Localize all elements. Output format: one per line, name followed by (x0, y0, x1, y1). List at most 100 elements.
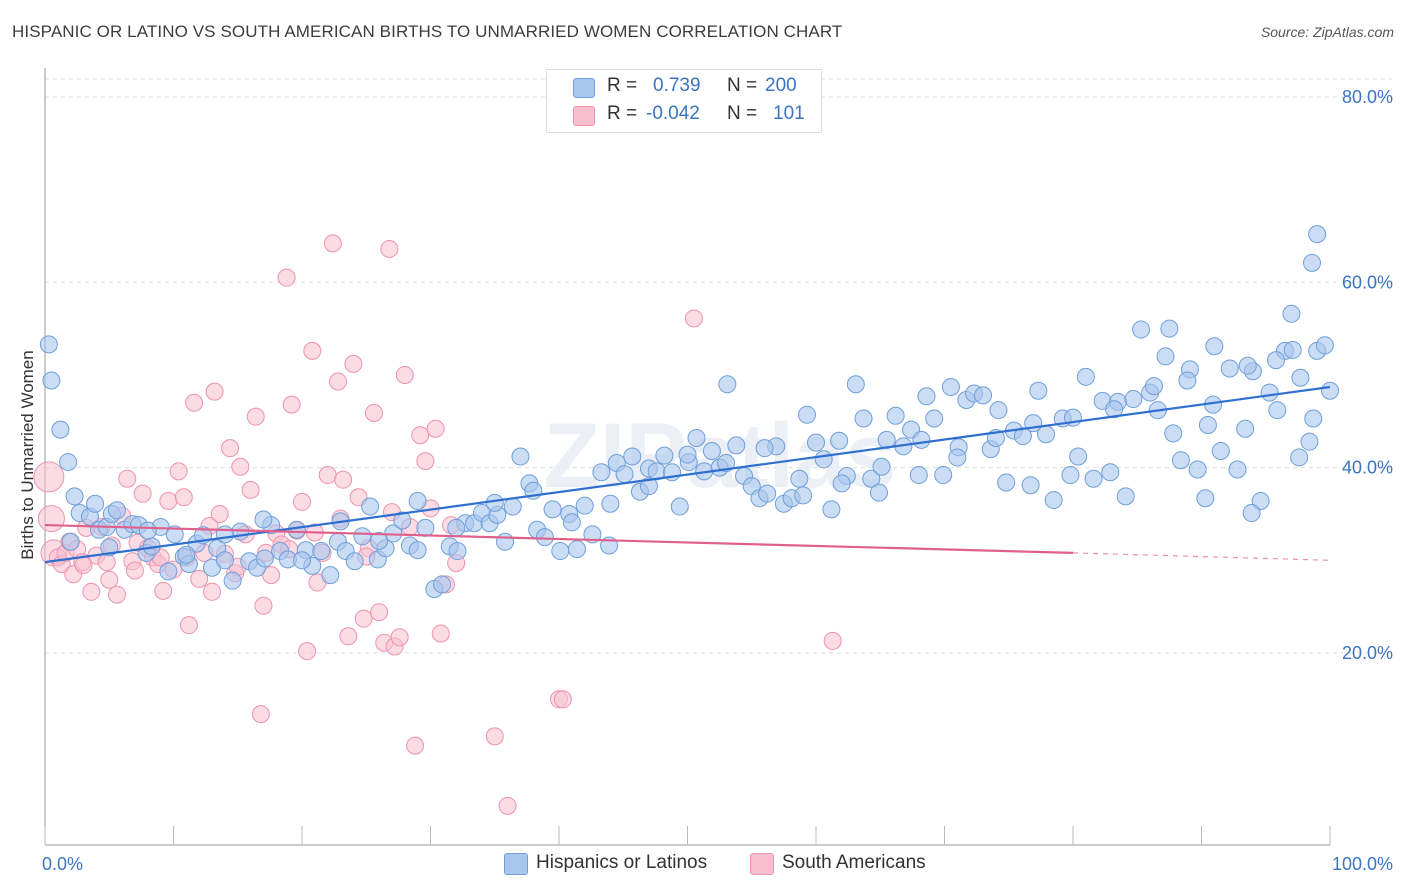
y-tick-labels: 20.0% 40.0% 60.0% 80.0% (1342, 87, 1393, 663)
data-point-hispanics (1156, 347, 1175, 366)
data-point-south-americans (254, 596, 273, 615)
hispanics-points (39, 225, 1339, 599)
correlation-legend: R = 0.739 N = 200 R = -0.042 N = 101 (546, 69, 822, 133)
legend-r-label: R = (607, 103, 638, 124)
data-point-hispanics (989, 401, 1008, 420)
data-point-hispanics (1291, 368, 1310, 387)
data-point-hispanics (1069, 447, 1088, 466)
legend-swatch-pink (750, 853, 774, 875)
data-point-south-americans (380, 239, 399, 258)
data-point-hispanics (717, 453, 736, 472)
data-point-hispanics (830, 431, 849, 450)
data-point-south-americans (406, 736, 425, 755)
data-point-hispanics (601, 494, 620, 513)
data-point-south-americans (82, 582, 101, 601)
data-point-hispanics (1304, 409, 1323, 428)
data-point-hispanics (1282, 304, 1301, 323)
data-point-hispanics (215, 551, 234, 570)
legend-swatch-blue (504, 853, 528, 875)
data-point-hispanics (543, 500, 562, 519)
data-point-south-americans (282, 395, 301, 414)
data-point-hispanics (433, 575, 452, 594)
trend-lines (44, 385, 1331, 564)
x-tick-label: 0.0% (42, 854, 83, 874)
data-point-hispanics (997, 473, 1016, 492)
data-point-hispanics (448, 542, 467, 561)
data-point-hispanics (393, 511, 412, 530)
data-point-hispanics (61, 532, 80, 551)
data-point-hispanics (869, 483, 888, 502)
data-point-hispanics (1160, 319, 1179, 338)
data-point-hispanics (353, 527, 372, 546)
data-point-south-americans (364, 403, 383, 422)
data-point-south-americans (205, 382, 224, 401)
data-point-south-americans (231, 457, 250, 476)
data-point-hispanics (1196, 489, 1215, 508)
data-point-hispanics (1283, 340, 1302, 359)
data-point-hispanics (702, 441, 721, 460)
data-point-south-americans (431, 624, 450, 643)
trend-line-south-americans-extension (1072, 552, 1331, 561)
data-point-south-americans (190, 569, 209, 588)
data-point-south-americans (370, 603, 389, 622)
trend-line-hispanics (44, 385, 1331, 564)
data-point-south-americans (133, 484, 152, 503)
x-tick-labels: 0.0% 100.0% (42, 854, 1393, 874)
data-point-hispanics (822, 500, 841, 519)
legend-r-label: R = (607, 75, 638, 96)
data-point-hispanics (511, 447, 530, 466)
data-point-south-americans (323, 234, 342, 253)
data-point-hispanics (718, 375, 737, 394)
data-point-south-americans (334, 470, 353, 489)
data-point-south-americans (246, 407, 265, 426)
data-point-south-americans (344, 354, 363, 373)
y-tick-label: 80.0% (1342, 87, 1393, 107)
legend-row-south-americans: R = -0.042 N = 101 (547, 101, 821, 129)
data-point-hispanics (623, 447, 642, 466)
data-point-hispanics (1228, 460, 1247, 479)
data-point-hispanics (639, 477, 658, 496)
data-point-hispanics (51, 420, 70, 439)
data-point-hispanics (862, 469, 881, 488)
data-point-hispanics (293, 551, 311, 570)
legend-n-value: 200 (765, 75, 797, 96)
data-point-south-americans (97, 553, 116, 572)
data-point-hispanics (846, 375, 865, 394)
data-point-south-americans (339, 627, 358, 646)
data-point-hispanics (615, 465, 634, 484)
data-point-hispanics (1029, 381, 1048, 400)
data-point-hispanics (1132, 320, 1151, 339)
data-point-hispanics (1144, 377, 1163, 396)
data-point-hispanics (678, 445, 697, 464)
data-point-hispanics (447, 518, 466, 537)
data-point-south-americans (303, 341, 322, 360)
data-point-hispanics (1198, 416, 1217, 435)
data-point-hispanics (758, 484, 777, 503)
data-point-hispanics (948, 448, 967, 467)
y-tick-label: 40.0% (1342, 458, 1393, 478)
data-point-hispanics (1105, 400, 1124, 419)
data-point-hispanics (100, 538, 119, 557)
data-point-hispanics (65, 487, 84, 506)
y-tick-label: 20.0% (1342, 643, 1393, 663)
x-tick-label: 100.0% (1332, 854, 1393, 874)
data-point-hispanics (832, 474, 851, 493)
data-point-hispanics (485, 493, 504, 512)
data-point-hispanics (1308, 225, 1327, 244)
data-point-hispanics (1267, 351, 1286, 370)
data-point-hispanics (814, 450, 833, 469)
data-point-hispanics (1084, 469, 1103, 488)
data-point-hispanics (345, 552, 364, 571)
data-point-south-americans (684, 309, 703, 328)
data-point-hispanics (1061, 466, 1080, 485)
data-point-hispanics (912, 430, 931, 449)
data-point-hispanics (670, 497, 689, 516)
data-point-hispanics (798, 405, 817, 424)
data-point-south-americans (33, 461, 65, 493)
legend-label: Hispanics or Latinos (536, 852, 708, 873)
data-point-hispanics (872, 457, 891, 476)
data-point-hispanics (886, 406, 905, 425)
data-point-hispanics (1251, 491, 1270, 510)
data-point-south-americans (354, 609, 373, 628)
